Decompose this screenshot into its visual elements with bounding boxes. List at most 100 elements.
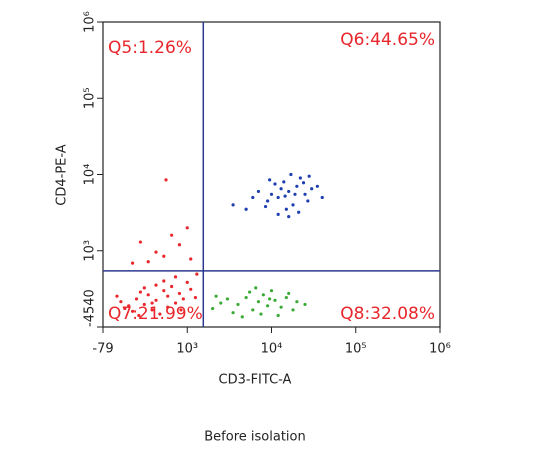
- event-dot: [177, 291, 182, 296]
- quadrant-label: Q8:32.08%: [340, 304, 435, 324]
- event-dot: [138, 290, 143, 294]
- y-axis-label: CD4-PE-A: [55, 144, 70, 206]
- event-dot: [287, 189, 291, 194]
- event-dot: [284, 295, 288, 300]
- event-dot: [256, 189, 261, 194]
- event-dot: [173, 275, 178, 279]
- event-dot: [269, 289, 274, 293]
- event-dot: [263, 204, 268, 209]
- event-dot: [266, 304, 270, 308]
- event-dot: [231, 311, 235, 315]
- event-dot: [266, 199, 270, 203]
- event-dot: [146, 293, 150, 297]
- y-tick-label: 10³: [83, 240, 98, 262]
- event-dot: [154, 283, 158, 287]
- event-dot: [162, 289, 166, 293]
- event-dot: [289, 172, 293, 177]
- event-dot: [291, 308, 295, 312]
- event-dot: [150, 301, 154, 305]
- event-dot: [119, 300, 123, 304]
- y-tick-label: -4540: [83, 289, 98, 327]
- event-dot: [214, 294, 218, 298]
- event-dot: [315, 184, 319, 188]
- x-tick-label: 10⁴: [261, 342, 283, 357]
- event-dot: [166, 305, 170, 309]
- event-dot: [279, 187, 283, 191]
- event-dot: [137, 313, 141, 318]
- event-dot: [146, 260, 150, 264]
- event-dot: [320, 195, 324, 200]
- event-dot: [185, 226, 189, 230]
- event-dot: [134, 297, 139, 301]
- event-dot: [273, 182, 277, 186]
- event-dot: [310, 187, 314, 191]
- event-dot: [279, 305, 283, 309]
- event-dot: [248, 290, 252, 294]
- event-dot: [236, 302, 240, 307]
- event-dot: [142, 286, 146, 290]
- event-dot: [303, 302, 307, 307]
- event-dot: [269, 192, 274, 196]
- event-dot: [244, 295, 248, 300]
- event-dot: [154, 298, 158, 302]
- event-dot: [173, 301, 178, 305]
- event-dot: [259, 312, 263, 316]
- event-dot: [295, 300, 299, 304]
- event-dot: [240, 315, 244, 319]
- event-dot: [291, 203, 295, 207]
- x-tick-label: -79: [92, 342, 113, 357]
- event-dot: [150, 308, 154, 312]
- event-dot: [268, 297, 272, 301]
- event-dot: [276, 195, 280, 200]
- quadrant-label: Q7:21.99%: [108, 304, 203, 324]
- event-dot: [195, 272, 199, 276]
- event-dot: [181, 297, 185, 301]
- event-dot: [158, 312, 162, 316]
- event-dot: [170, 284, 174, 289]
- event-dot: [179, 308, 183, 312]
- event-dot: [297, 210, 301, 214]
- event-dot: [268, 178, 272, 182]
- event-dot: [162, 254, 166, 258]
- event-dot: [193, 295, 198, 300]
- event-dot: [142, 302, 146, 307]
- x-axis-label: CD3-FITC-A: [219, 373, 292, 388]
- event-dot: [283, 194, 287, 198]
- event-dot: [261, 293, 265, 297]
- event-dot: [298, 176, 302, 180]
- event-dot: [189, 287, 193, 291]
- event-dot: [130, 261, 135, 265]
- y-tick-label: 10⁶: [83, 11, 98, 33]
- event-dot: [306, 199, 310, 203]
- event-dot: [244, 207, 248, 211]
- event-dot: [166, 294, 170, 298]
- event-dot: [276, 313, 280, 318]
- event-dot: [154, 250, 158, 254]
- event-dot: [251, 195, 255, 200]
- event-dot: [256, 300, 261, 304]
- event-dot: [130, 309, 135, 313]
- event-dot: [303, 192, 307, 196]
- quadrant-label: Q6:44.65%: [340, 30, 435, 50]
- event-dot: [162, 279, 166, 283]
- event-dot: [287, 291, 291, 296]
- event-dot: [276, 212, 280, 216]
- plot-frame: [102, 21, 441, 328]
- event-dot: [164, 178, 168, 182]
- event-dot: [177, 243, 182, 247]
- event-dot: [282, 180, 286, 184]
- event-dot: [211, 306, 215, 311]
- event-dot: [254, 286, 258, 290]
- event-dot: [307, 174, 311, 178]
- event-dot: [295, 184, 299, 188]
- x-tick-label: 10⁶: [429, 342, 451, 357]
- x-tick-label: 10³: [176, 342, 198, 357]
- event-dot: [284, 207, 288, 211]
- event-dot: [127, 304, 131, 308]
- event-dot: [185, 280, 189, 285]
- caption: Before isolation: [204, 430, 305, 445]
- event-dot: [115, 294, 119, 298]
- event-dot: [287, 215, 291, 219]
- x-tick-label: 10⁵: [345, 342, 367, 357]
